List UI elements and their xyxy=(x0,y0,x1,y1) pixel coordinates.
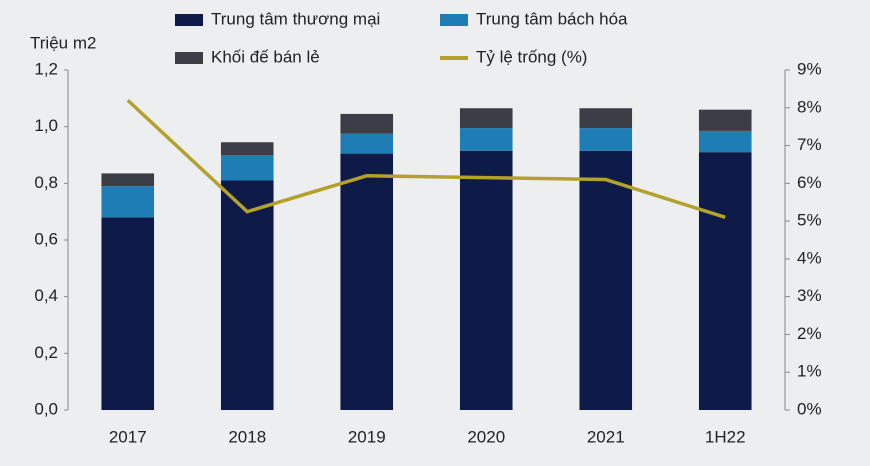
bar-segment xyxy=(698,152,752,410)
y2-tick-label: 5% xyxy=(797,211,822,230)
x-tick-label: 2018 xyxy=(228,427,266,446)
bar-segment xyxy=(459,108,513,129)
x-tick-label: 2021 xyxy=(587,427,625,446)
legend-label: Khối đế bán lẻ xyxy=(211,47,320,66)
bar-segment xyxy=(220,155,274,181)
y-tick-label: 0,8 xyxy=(34,173,58,192)
bar-segment xyxy=(101,173,155,187)
y-tick-label: 0,0 xyxy=(34,399,58,418)
legend-label: Tỷ lệ trống (%) xyxy=(476,47,587,66)
bar-segment xyxy=(340,133,394,154)
y-tick-label: 0,6 xyxy=(34,229,58,248)
y-tick-label: 1,2 xyxy=(34,59,58,78)
bar-segment xyxy=(101,186,155,218)
x-tick-label: 2020 xyxy=(467,427,505,446)
y2-tick-label: 1% xyxy=(797,362,822,381)
bar-segment xyxy=(579,108,633,129)
bar-segment xyxy=(101,217,155,410)
bar-segment xyxy=(340,113,394,134)
y2-tick-label: 9% xyxy=(797,59,822,78)
legend-label: Trung tâm bách hóa xyxy=(476,9,628,28)
legend-label: Trung tâm thương mại xyxy=(211,9,380,28)
y2-tick-label: 0% xyxy=(797,399,822,418)
rate-line xyxy=(126,98,726,220)
legend-swatch xyxy=(175,14,203,26)
y2-tick-label: 3% xyxy=(797,286,822,305)
y2-tick-label: 4% xyxy=(797,248,822,267)
bar-segment xyxy=(459,128,513,151)
y-tick-label: 0,4 xyxy=(34,286,58,305)
y2-tick-label: 7% xyxy=(797,135,822,154)
bar-segment xyxy=(220,142,274,155)
y-axis-title: Triệu m2 xyxy=(30,33,96,52)
y2-tick-label: 8% xyxy=(797,97,822,116)
x-tick-label: 1H22 xyxy=(705,427,746,446)
bar-segment xyxy=(579,128,633,151)
bar-segment xyxy=(459,150,513,410)
legend-swatch xyxy=(440,14,468,26)
bar-segment xyxy=(698,109,752,131)
bar-segment xyxy=(340,153,394,411)
y2-tick-label: 6% xyxy=(797,173,822,192)
x-tick-label: 2017 xyxy=(109,427,147,446)
bar-segment xyxy=(579,150,633,410)
bar-segment xyxy=(220,180,274,410)
y-tick-label: 1,0 xyxy=(34,116,58,135)
y2-tick-label: 2% xyxy=(797,324,822,343)
bar-segment xyxy=(698,130,752,153)
legend-swatch xyxy=(175,52,203,64)
y-tick-label: 0,2 xyxy=(34,343,58,362)
x-tick-label: 2019 xyxy=(348,427,386,446)
